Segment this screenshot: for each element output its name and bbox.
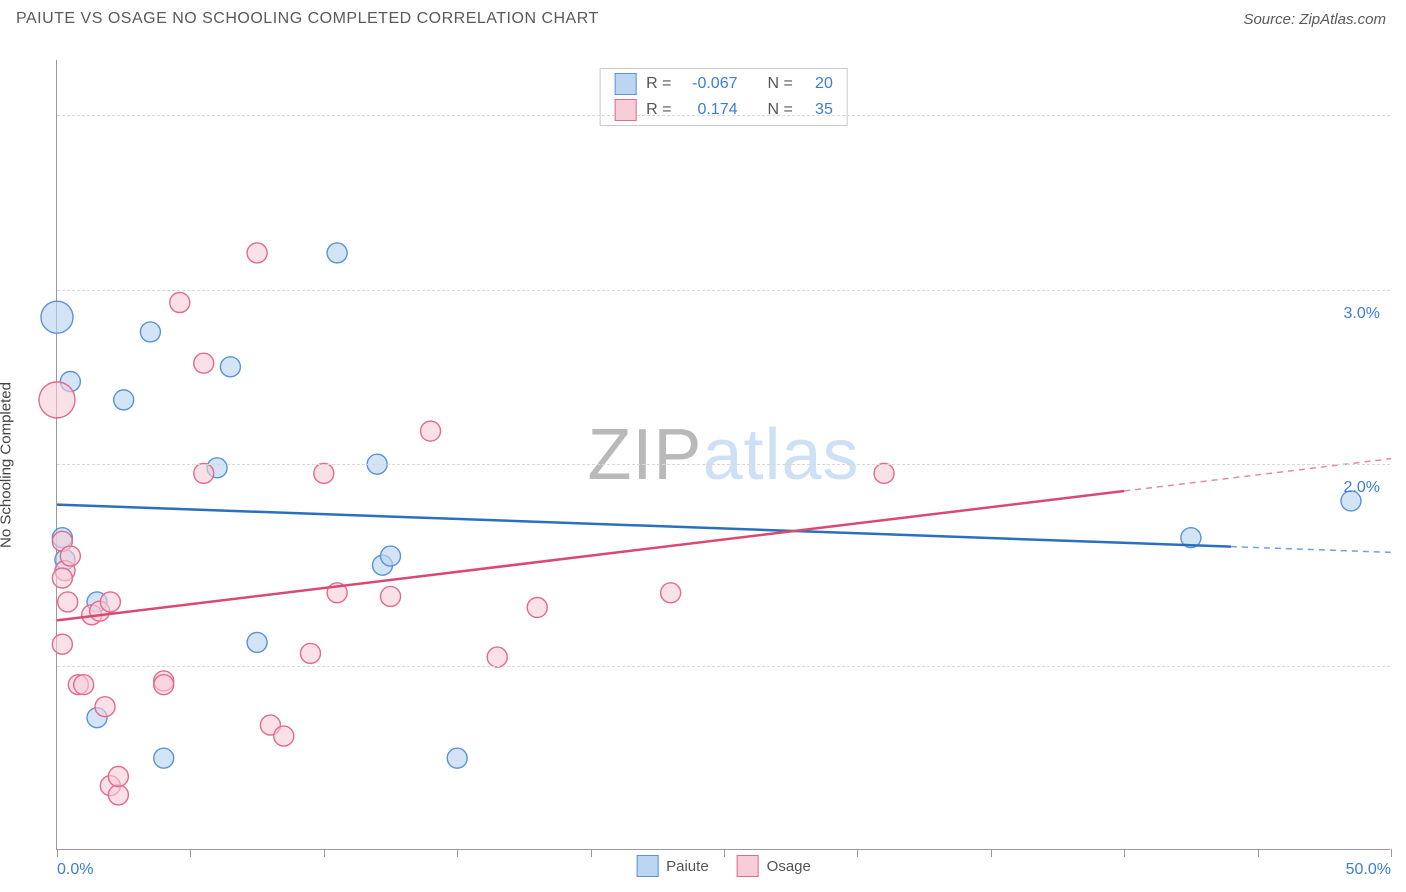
data-point [194,463,214,483]
x-tick [57,849,58,857]
data-point [140,322,160,342]
legend-row: R = 0.174 N = 35 [614,97,833,123]
data-point [60,546,80,566]
plot-area: ZIPatlas R =-0.067N =20R =0.174N =35 Pai… [56,60,1390,850]
trend-line [57,505,1231,547]
legend-item: Osage [737,855,811,877]
y-tick-label: 3.0% [1344,305,1380,323]
data-point [108,767,128,787]
data-point [39,382,75,418]
x-tick [1124,849,1125,857]
gridline [57,115,1390,116]
legend-correlation: R = -0.067 N = 20 R = 0.174 N = 35 [599,68,848,126]
data-point [114,390,134,410]
legend-r-value: -0.067 [682,75,738,93]
legend-r-label: R = [646,101,671,119]
data-point [447,748,467,768]
x-tick [1391,849,1392,857]
data-point [41,301,73,333]
data-point [381,546,401,566]
data-point [194,353,214,373]
legend-swatch [614,99,636,121]
data-point [52,568,72,588]
data-point [487,647,507,667]
x-tick [591,849,592,857]
data-point [874,463,894,483]
data-point [661,583,681,603]
data-point [381,586,401,606]
trend-line-dashed [1231,547,1391,553]
legend-n-value: 20 [803,75,833,93]
legend-n-label: N = [768,75,793,93]
legend-r-value: 0.174 [682,101,738,119]
legend-label: Osage [767,858,811,875]
legend-series: Paiute Osage [636,855,811,877]
x-tick [324,849,325,857]
y-tick-label: 2.0% [1344,479,1380,497]
data-point [154,748,174,768]
legend-swatch [737,855,759,877]
data-point [274,726,294,746]
legend-row: R = -0.067 N = 20 [614,71,833,97]
legend-n-value: 35 [803,101,833,119]
data-point [100,592,120,612]
data-point [247,243,267,263]
data-point [58,592,78,612]
legend-item: Paiute [636,855,709,877]
x-tick [724,849,725,857]
gridline [57,464,1390,465]
x-tick-label: 0.0% [57,861,93,879]
x-tick [190,849,191,857]
data-point [108,785,128,805]
data-point [314,463,334,483]
x-tick [991,849,992,857]
data-point [220,357,240,377]
chart-svg [57,60,1390,849]
data-point [52,634,72,654]
y-axis-label: No Schooling Completed [0,382,15,548]
legend-r-label: R = [646,75,671,93]
legend-swatch [614,73,636,95]
x-tick [457,849,458,857]
x-tick [857,849,858,857]
x-tick-label: 50.0% [1346,861,1391,879]
chart-source: Source: ZipAtlas.com [1243,11,1386,28]
data-point [74,675,94,695]
legend-label: Paiute [666,858,709,875]
gridline [57,290,1390,291]
legend-swatch [636,855,658,877]
data-point [300,643,320,663]
data-point [527,597,547,617]
x-tick [1258,849,1259,857]
data-point [421,421,441,441]
chart-title: PAIUTE VS OSAGE NO SCHOOLING COMPLETED C… [16,10,599,28]
data-point [154,675,174,695]
gridline [57,666,1390,667]
chart-container: No Schooling Completed ZIPatlas R =-0.06… [16,50,1390,880]
legend-n-label: N = [768,101,793,119]
data-point [170,293,190,313]
data-point [95,697,115,717]
data-point [247,632,267,652]
chart-header: PAIUTE VS OSAGE NO SCHOOLING COMPLETED C… [0,0,1406,38]
data-point [327,243,347,263]
